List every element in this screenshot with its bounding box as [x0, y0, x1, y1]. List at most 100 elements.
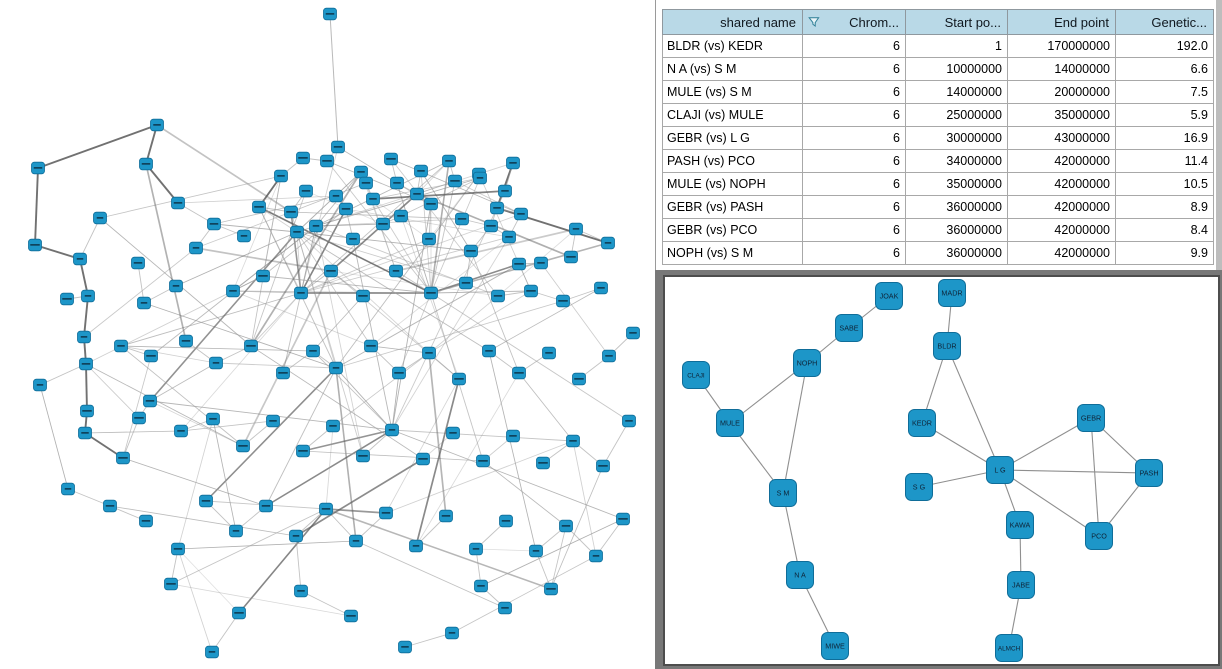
- network-edge-LG-PCO[interactable]: [999, 469, 1100, 537]
- cell-value[interactable]: 42000000: [1007, 218, 1116, 242]
- cell-value[interactable]: 42000000: [1007, 149, 1116, 173]
- network-edge-LG-GEBR[interactable]: [999, 417, 1092, 471]
- network-node[interactable]: [442, 154, 456, 168]
- network-node[interactable]: [398, 640, 412, 654]
- network-node[interactable]: [389, 264, 403, 278]
- network-node[interactable]: [290, 225, 304, 239]
- network-node[interactable]: [79, 357, 93, 371]
- network-node[interactable]: [414, 164, 428, 178]
- network-node[interactable]: [529, 544, 543, 558]
- network-node-madr[interactable]: MADR: [938, 279, 966, 307]
- cell-value[interactable]: 35000000: [905, 172, 1008, 196]
- network-node[interactable]: [424, 197, 438, 211]
- table-row[interactable]: GEBR (vs) L G 6 30000000 43000000 16.9: [662, 126, 1214, 150]
- network-node[interactable]: [424, 286, 438, 300]
- network-edge-LG-PASH[interactable]: [999, 469, 1150, 474]
- network-node[interactable]: [385, 423, 399, 437]
- network-node-mule[interactable]: MULE: [716, 409, 744, 437]
- network-node[interactable]: [622, 414, 636, 428]
- network-node[interactable]: [409, 539, 423, 553]
- network-node[interactable]: [392, 366, 406, 380]
- network-node[interactable]: [356, 289, 370, 303]
- cell-value[interactable]: 36000000: [905, 241, 1008, 265]
- network-node[interactable]: [422, 346, 436, 360]
- network-node-kedr[interactable]: KEDR: [908, 409, 936, 437]
- network-node-bldr[interactable]: BLDR: [933, 332, 961, 360]
- network-node[interactable]: [506, 156, 520, 170]
- cell-shared-name[interactable]: MULE (vs) NOPH: [662, 172, 803, 196]
- cell-value[interactable]: 170000000: [1007, 34, 1116, 58]
- network-node[interactable]: [349, 534, 363, 548]
- cell-value[interactable]: 6: [802, 241, 906, 265]
- network-node[interactable]: [294, 584, 308, 598]
- cell-value[interactable]: 35000000: [1007, 103, 1116, 127]
- network-node[interactable]: [289, 529, 303, 543]
- network-node[interactable]: [594, 281, 608, 295]
- network-node[interactable]: [206, 412, 220, 426]
- network-node[interactable]: [205, 645, 219, 659]
- network-node[interactable]: [524, 284, 538, 298]
- network-node[interactable]: [596, 459, 610, 473]
- network-node[interactable]: [319, 502, 333, 516]
- cell-value[interactable]: 11.4: [1115, 149, 1214, 173]
- network-node[interactable]: [296, 444, 310, 458]
- network-node[interactable]: [299, 184, 313, 198]
- network-overview-panel[interactable]: [0, 0, 655, 669]
- network-node[interactable]: [556, 294, 570, 308]
- network-node[interactable]: [150, 118, 164, 132]
- network-node[interactable]: [284, 205, 298, 219]
- network-node[interactable]: [490, 201, 504, 215]
- network-node[interactable]: [445, 626, 459, 640]
- network-node[interactable]: [244, 339, 258, 353]
- network-node-almch[interactable]: ALMCH: [995, 634, 1023, 662]
- network-node[interactable]: [259, 499, 273, 513]
- network-node[interactable]: [33, 378, 47, 392]
- network-node[interactable]: [364, 339, 378, 353]
- table-row[interactable]: MULE (vs) NOPH 6 35000000 42000000 10.5: [662, 172, 1214, 196]
- network-node[interactable]: [323, 7, 337, 21]
- cell-value[interactable]: 36000000: [905, 195, 1008, 219]
- network-detail-canvas[interactable]: JOAK SABE MADR BLDR NOPH CLAJI MULE KEDR GEBR L G…: [663, 275, 1220, 666]
- network-node[interactable]: [359, 176, 373, 190]
- cell-value[interactable]: 8.4: [1115, 218, 1214, 242]
- network-node[interactable]: [569, 222, 583, 236]
- cell-value[interactable]: 42000000: [1007, 241, 1116, 265]
- network-node[interactable]: [144, 349, 158, 363]
- network-node-miwe[interactable]: MIWE: [821, 632, 849, 660]
- network-node[interactable]: [566, 434, 580, 448]
- network-node[interactable]: [544, 582, 558, 596]
- network-node[interactable]: [294, 286, 308, 300]
- network-node-jabe[interactable]: JABE: [1007, 571, 1035, 599]
- network-node[interactable]: [116, 451, 130, 465]
- network-node[interactable]: [139, 514, 153, 528]
- network-node[interactable]: [498, 184, 512, 198]
- table-row[interactable]: CLAJI (vs) MULE 6 25000000 35000000 5.9: [662, 103, 1214, 127]
- network-node[interactable]: [229, 524, 243, 538]
- network-node[interactable]: [237, 229, 251, 243]
- network-node-joak[interactable]: JOAK: [875, 282, 903, 310]
- network-node[interactable]: [296, 151, 310, 165]
- network-node-noph[interactable]: NOPH: [793, 349, 821, 377]
- network-node[interactable]: [499, 514, 513, 528]
- network-node[interactable]: [61, 482, 75, 496]
- table-row[interactable]: GEBR (vs) PCO 6 36000000 42000000 8.4: [662, 218, 1214, 242]
- network-node-gebr[interactable]: GEBR: [1077, 404, 1105, 432]
- network-node[interactable]: [410, 187, 424, 201]
- network-edge-GEBR-PCO[interactable]: [1090, 417, 1100, 537]
- network-node[interactable]: [502, 230, 516, 244]
- network-node[interactable]: [266, 414, 280, 428]
- network-node[interactable]: [179, 334, 193, 348]
- network-node[interactable]: [132, 411, 146, 425]
- cell-value[interactable]: 14000000: [1007, 57, 1116, 81]
- network-node[interactable]: [171, 542, 185, 556]
- network-node[interactable]: [329, 361, 343, 375]
- column-header-endpoint[interactable]: End point: [1007, 9, 1116, 35]
- network-node[interactable]: [390, 176, 404, 190]
- network-node-claji[interactable]: CLAJI: [682, 361, 710, 389]
- cell-value[interactable]: 43000000: [1007, 126, 1116, 150]
- network-node[interactable]: [78, 426, 92, 440]
- network-node[interactable]: [306, 344, 320, 358]
- network-node[interactable]: [73, 252, 87, 266]
- cell-value[interactable]: 14000000: [905, 80, 1008, 104]
- network-node[interactable]: [416, 452, 430, 466]
